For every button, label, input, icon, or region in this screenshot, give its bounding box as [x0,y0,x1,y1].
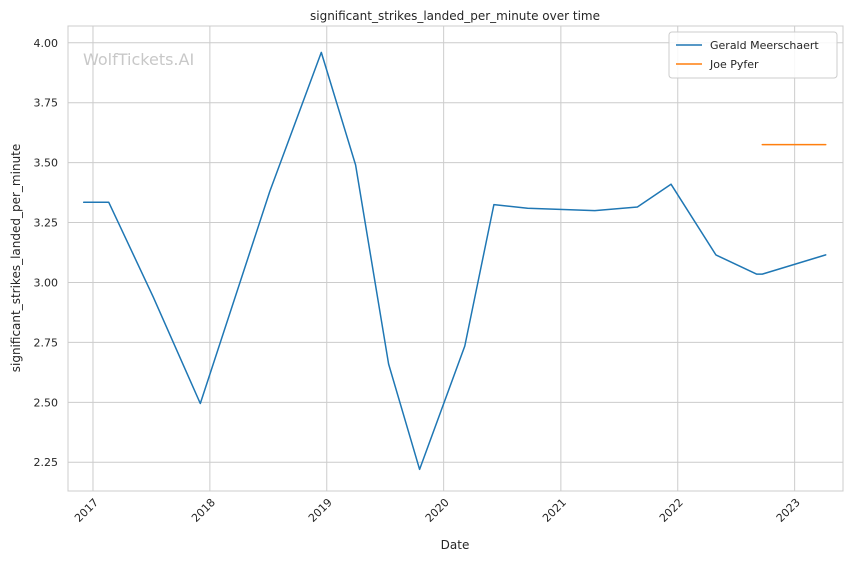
y-tick-label-2.75: 2.75 [34,336,59,349]
x-tick-labels: 2017 2018 2019 2020 2021 2022 2023 [72,496,803,525]
x-axis-label: Date [441,538,470,552]
y-tick-label-2.50: 2.50 [34,396,59,409]
y-tick-label-3.25: 3.25 [34,217,59,230]
plot-frame [67,25,844,492]
y-tick-label-2.25: 2.25 [34,456,59,469]
legend-box [668,31,838,79]
y-tick-labels: 2.25 2.50 2.75 3.00 3.25 3.50 3.75 4.00 [34,37,59,469]
x-tick-label-2019: 2019 [306,496,335,525]
y-tick-label-4.00: 4.00 [34,37,59,50]
x-tick-label-2017: 2017 [72,496,101,525]
watermark: WolfTickets.AI [83,50,194,69]
legend: Gerald Meerschaert Joe Pyfer [668,31,838,79]
legend-label-joe-pyfer: Joe Pyfer [709,58,759,71]
y-gridlines [68,42,843,463]
legend-label-gerald-meerschaert: Gerald Meerschaert [710,39,819,52]
y-axis-label: significant_strikes_landed_per_minute [9,144,23,373]
x-tick-label-2018: 2018 [189,496,218,525]
y-tick-label-3.75: 3.75 [34,97,59,110]
x-tick-label-2023: 2023 [774,496,803,525]
x-tick-label-2022: 2022 [657,496,686,525]
x-tick-label-2021: 2021 [540,496,569,525]
y-tick-label-3.50: 3.50 [34,157,59,170]
plot-background [68,26,843,491]
x-tick-label-2020: 2020 [423,496,452,525]
x-gridlines [92,26,796,491]
y-tick-label-3.00: 3.00 [34,276,59,289]
series-layer [82,51,827,471]
series-line-gerald-meerschaert [82,51,827,471]
chart-title: significant_strikes_landed_per_minute ov… [310,9,600,23]
